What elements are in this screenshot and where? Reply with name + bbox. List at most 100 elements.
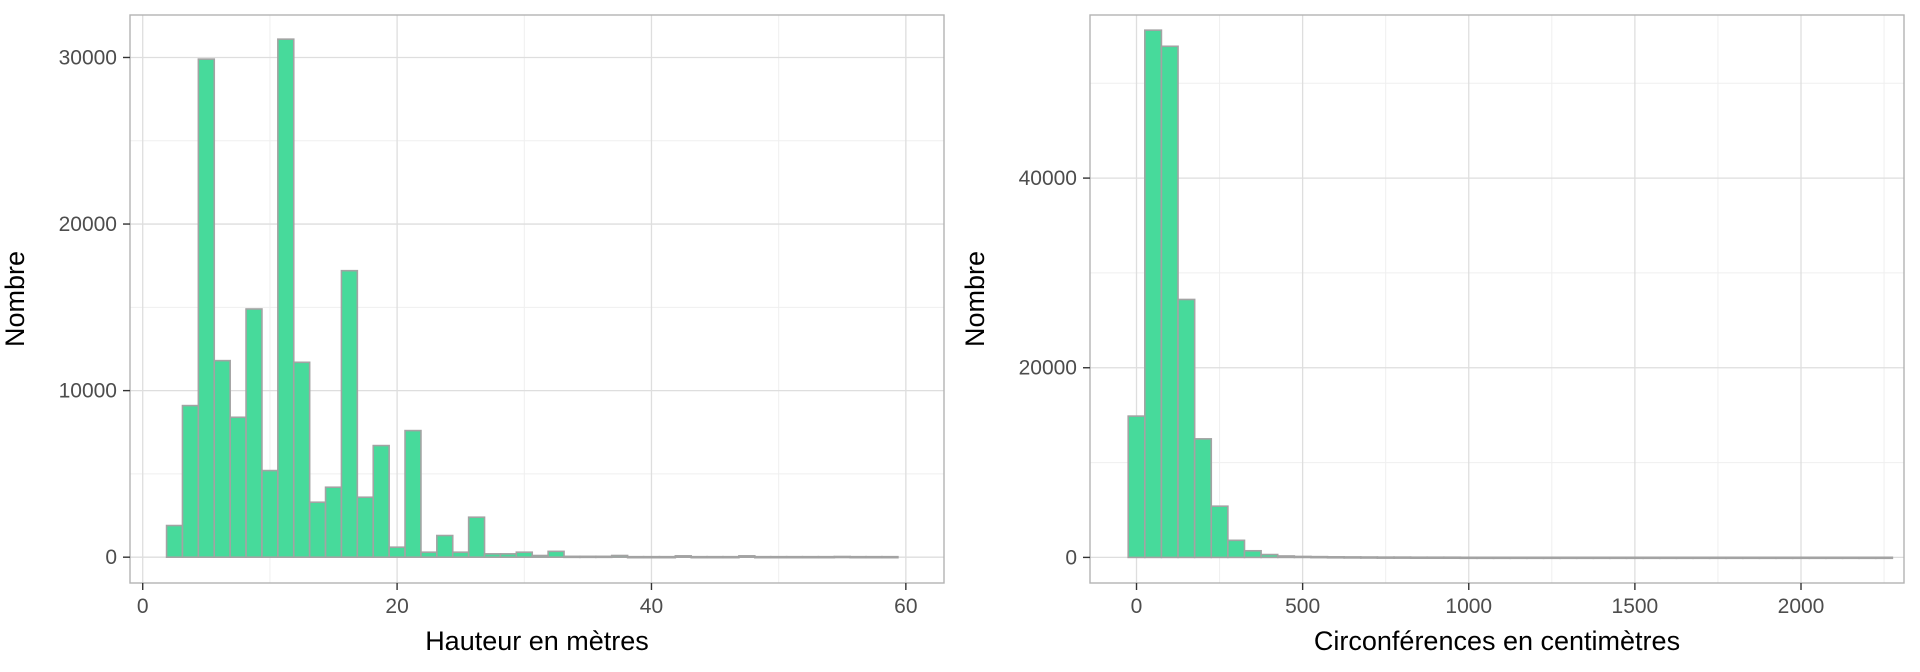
y-tick-label: 10000 xyxy=(59,380,117,403)
histogram-bar xyxy=(1825,556,1844,560)
histogram-bar xyxy=(1775,556,1794,560)
histogram-bar xyxy=(1160,45,1179,559)
y-tick-label: 0 xyxy=(1065,546,1077,569)
histogram-bar xyxy=(1393,556,1412,559)
histogram-bar xyxy=(849,555,867,559)
histogram-bar xyxy=(1260,553,1279,559)
histogram-bar xyxy=(754,555,772,559)
histogram-bar xyxy=(1858,556,1877,560)
histogram-bar xyxy=(579,555,597,559)
height-histogram-y-axis-title: Nombre xyxy=(0,251,30,347)
histogram-bar xyxy=(515,551,534,558)
histogram-bar xyxy=(1791,556,1811,560)
histogram-bar xyxy=(1193,438,1213,559)
histogram-bar xyxy=(1808,556,1827,560)
x-tick-label: 2000 xyxy=(1778,595,1825,618)
histogram-bar xyxy=(1592,556,1611,560)
histogram-bar xyxy=(1492,556,1512,560)
histogram-bar xyxy=(801,555,820,559)
histogram-bar xyxy=(1443,556,1462,560)
histogram-bar xyxy=(785,555,804,559)
histogram-bar xyxy=(292,361,311,558)
x-tick-label: 60 xyxy=(894,595,917,618)
histogram-bar xyxy=(1409,556,1429,560)
x-tick-label: 20 xyxy=(385,595,408,618)
histogram-bar xyxy=(1476,556,1495,560)
height-histogram-bars xyxy=(165,38,899,559)
circumference-histogram-bars xyxy=(1127,29,1894,560)
y-tick-label: 40000 xyxy=(1019,167,1077,190)
histogram-bar xyxy=(1625,556,1644,560)
histogram-bar xyxy=(595,555,613,559)
height-histogram-panel-border xyxy=(129,14,945,584)
height-histogram: 0 20 40 60 0 10000 20000 30000 Hauteur en mètre… xyxy=(0,14,945,656)
histogram-bar xyxy=(261,469,279,558)
histogram-bar xyxy=(1559,556,1578,560)
histogram-bar xyxy=(197,58,216,558)
height-histogram-ticks: 0 20 40 60 0 10000 20000 30000 xyxy=(59,46,918,618)
histogram-bar xyxy=(706,555,724,559)
histogram-bar xyxy=(1692,556,1711,560)
histogram-bar xyxy=(817,555,836,559)
histogram-bar xyxy=(563,555,581,559)
histogram-bar xyxy=(1459,556,1478,560)
histogram-bar xyxy=(356,496,375,558)
histogram-bar xyxy=(213,359,231,558)
histogram-bar xyxy=(610,554,629,558)
y-tick-label: 20000 xyxy=(59,213,117,236)
histogram-bar xyxy=(1509,556,1528,560)
histogram-bar xyxy=(245,308,263,558)
histogram-bar xyxy=(1426,556,1445,560)
circumference-histogram-grid xyxy=(1090,15,1904,583)
histogram-bar xyxy=(1542,556,1561,560)
histogram-bar xyxy=(181,404,200,558)
histogram-bar xyxy=(690,555,708,559)
x-tick-label: 1500 xyxy=(1612,595,1659,618)
x-tick-label: 40 xyxy=(640,595,663,618)
histogram-bar xyxy=(308,501,327,558)
histogram-bar xyxy=(1144,29,1163,559)
histogram-bar xyxy=(324,486,343,558)
histogram-bar xyxy=(467,516,486,558)
y-tick-label: 20000 xyxy=(1019,357,1077,380)
histogram-bar xyxy=(229,416,247,558)
histogram-bar xyxy=(1758,556,1777,560)
x-tick-label: 0 xyxy=(1131,595,1143,618)
histogram-bar xyxy=(372,444,390,558)
x-tick-label: 0 xyxy=(137,595,149,618)
histogram-bar xyxy=(1376,556,1395,559)
histogram-bar xyxy=(436,534,454,558)
histogram-bar xyxy=(388,546,406,558)
histogram-bar xyxy=(674,555,693,558)
histogram-bar xyxy=(1243,549,1262,559)
circumference-histogram-x-axis-title: Circonférences en centimètres xyxy=(1314,626,1680,656)
histogram-bar xyxy=(165,524,184,558)
histogram-bar xyxy=(483,553,502,558)
histogram-bar xyxy=(1725,556,1744,560)
histogram-bar xyxy=(1874,556,1894,560)
height-histogram-x-axis-title: Hauteur en mètres xyxy=(425,626,649,656)
histogram-bar xyxy=(626,555,645,559)
x-tick-label: 1000 xyxy=(1445,595,1492,618)
histogram-bar xyxy=(1326,556,1345,559)
histogram-bar xyxy=(833,555,851,559)
histogram-bar xyxy=(738,555,756,558)
histogram-bar xyxy=(340,269,359,558)
histogram-bar xyxy=(451,551,470,558)
histogram-bar xyxy=(1642,556,1661,560)
histogram-bar xyxy=(420,551,438,558)
histogram-bar xyxy=(404,429,422,558)
y-tick-label: 0 xyxy=(105,546,117,569)
histogram-bar xyxy=(1127,415,1146,559)
histogram-bar xyxy=(1210,505,1229,559)
histogram-bar xyxy=(1659,556,1678,560)
circumference-histogram-panel-border xyxy=(1089,14,1905,584)
histogram-bar xyxy=(769,555,788,559)
histogram-bar xyxy=(642,555,661,559)
histogram-bar xyxy=(1575,556,1595,560)
histogram-bar xyxy=(1227,539,1246,559)
histogram-bar xyxy=(881,555,899,559)
histogram-bar xyxy=(1708,556,1728,560)
